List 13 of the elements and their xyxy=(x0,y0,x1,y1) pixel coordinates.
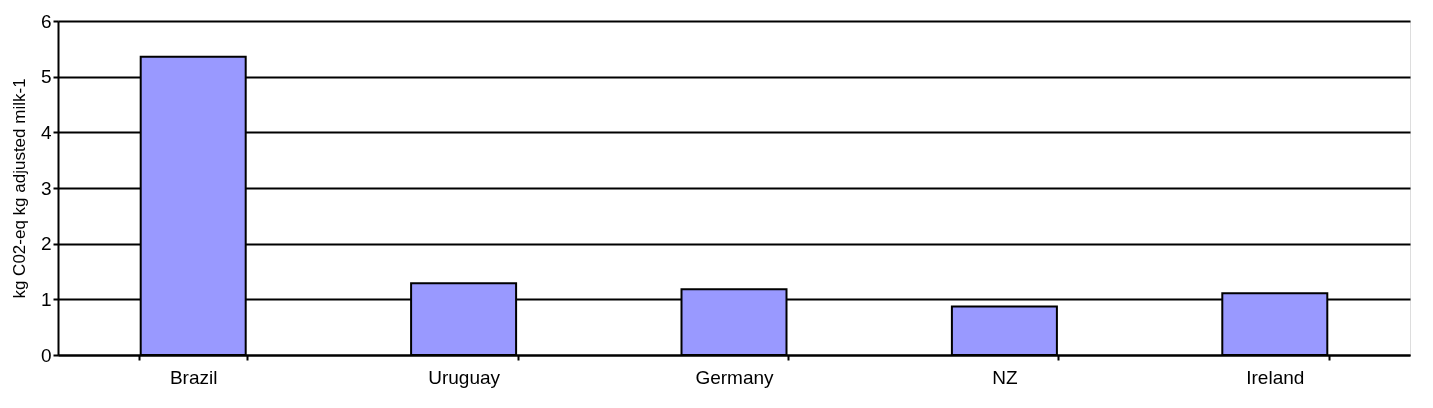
y-tick-label: 5 xyxy=(40,66,52,88)
x-tick-label: Uruguay xyxy=(428,366,501,388)
x-tick-label: NZ xyxy=(992,366,1018,388)
y-tick-label: 6 xyxy=(40,10,52,32)
x-tick-label: Brazil xyxy=(169,366,218,388)
y-tick-label: 1 xyxy=(40,288,52,310)
y-tick-label: 0 xyxy=(40,344,52,366)
y-axis-title: kg C02-eq kg adjusted milk-1 xyxy=(9,78,29,299)
y-tick-label: 3 xyxy=(40,177,52,199)
x-tick-label: Ireland xyxy=(1246,366,1305,388)
x-tick-label: Germany xyxy=(695,366,775,388)
y-tick-label: 4 xyxy=(40,121,52,143)
y-tick-label: 2 xyxy=(40,233,52,255)
